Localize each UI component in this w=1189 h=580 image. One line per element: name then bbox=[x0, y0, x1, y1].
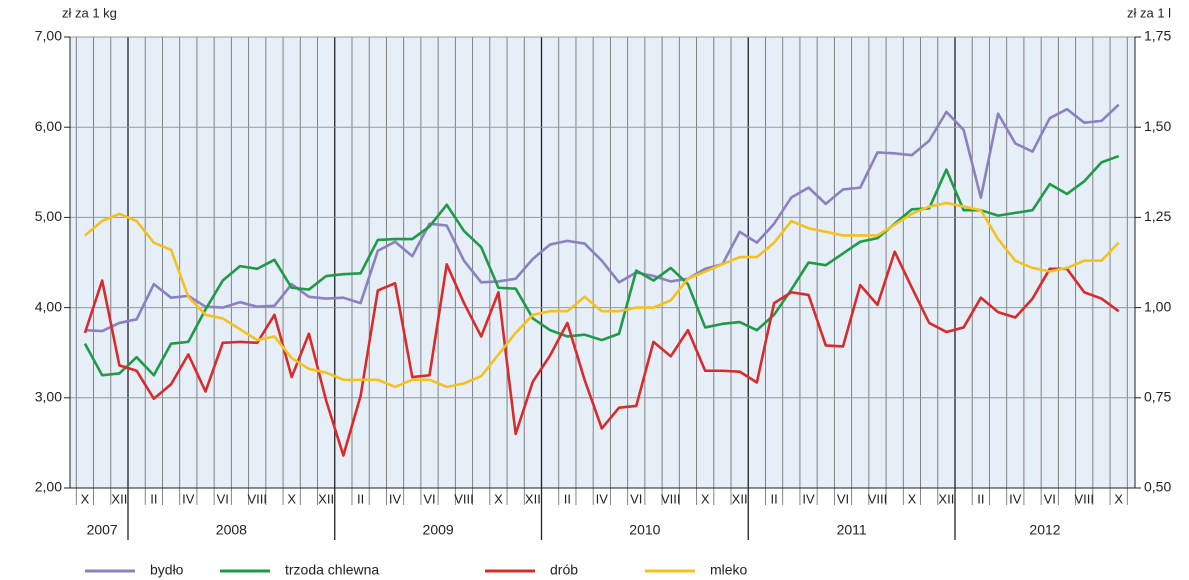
y2-axis-label: zł za 1 l bbox=[1127, 5, 1171, 20]
y2-tick-label: 1,00 bbox=[1144, 298, 1171, 314]
x-tick-label: II bbox=[357, 491, 364, 506]
legend-label: trzoda chlewna bbox=[285, 562, 379, 578]
x-tick-label: X bbox=[494, 491, 503, 506]
x-tick-label: XII bbox=[525, 491, 541, 506]
y-tick-label: 3,00 bbox=[35, 389, 62, 405]
x-tick-label: IV bbox=[389, 491, 402, 506]
series-line bbox=[83, 154, 1120, 377]
year-label: 2012 bbox=[1029, 522, 1060, 538]
x-tick-label: X bbox=[287, 491, 296, 506]
x-tick-label: VIII bbox=[661, 491, 681, 506]
x-tick-label: XII bbox=[732, 491, 748, 506]
legend-label: mleko bbox=[710, 562, 748, 578]
x-tick-label: II bbox=[150, 491, 157, 506]
x-tick-label: II bbox=[564, 491, 571, 506]
x-tick-label: X bbox=[908, 491, 917, 506]
year-label: 2011 bbox=[837, 522, 867, 538]
year-label: 2008 bbox=[216, 522, 247, 538]
x-tick-label: VI bbox=[217, 491, 229, 506]
x-tick-label: IV bbox=[182, 491, 195, 506]
x-tick-label: VI bbox=[837, 491, 849, 506]
x-tick-label: IV bbox=[802, 491, 815, 506]
year-label: 2009 bbox=[423, 522, 454, 538]
x-tick-label: XII bbox=[318, 491, 334, 506]
x-tick-label: II bbox=[977, 491, 984, 506]
x-tick-label: VIII bbox=[247, 491, 267, 506]
year-label: 2010 bbox=[629, 522, 660, 538]
legend-label: drób bbox=[550, 562, 578, 578]
x-tick-label: VIII bbox=[454, 491, 474, 506]
x-tick-label: II bbox=[770, 491, 777, 506]
y2-tick-label: 1,75 bbox=[1144, 28, 1171, 44]
lines bbox=[83, 103, 1120, 457]
x-tick-label: IV bbox=[1009, 491, 1022, 506]
y-tick-label: 7,00 bbox=[35, 28, 62, 44]
series-line bbox=[84, 201, 1120, 389]
x-tick-label: XII bbox=[938, 491, 954, 506]
series-line bbox=[83, 250, 1120, 457]
x-tick-label: X bbox=[701, 491, 710, 506]
x-tick-label: XII bbox=[111, 491, 127, 506]
y-tick-label: 5,00 bbox=[35, 208, 62, 224]
x-tick-label: VIII bbox=[868, 491, 888, 506]
y2-tick-label: 1,25 bbox=[1144, 208, 1171, 224]
x-tick-label: X bbox=[81, 491, 90, 506]
y2-tick-label: 1,50 bbox=[1144, 118, 1171, 134]
y-tick-label: 4,00 bbox=[35, 298, 62, 314]
x-tick-label: VI bbox=[1044, 491, 1056, 506]
legend-label: bydło bbox=[150, 562, 184, 578]
y-tick-label: 2,00 bbox=[35, 479, 62, 495]
y-axis-label: zł za 1 kg bbox=[62, 5, 117, 20]
x-tick-label: VI bbox=[630, 491, 642, 506]
x-tick-label: X bbox=[1114, 491, 1123, 506]
series-line bbox=[84, 103, 1120, 333]
x-tick-label: VI bbox=[423, 491, 435, 506]
x-tick-label: IV bbox=[596, 491, 609, 506]
x-tick-label: VIII bbox=[1074, 491, 1094, 506]
y-tick-label: 6,00 bbox=[35, 118, 62, 134]
y2-tick-label: 0,75 bbox=[1144, 389, 1171, 405]
y2-tick-label: 0,50 bbox=[1144, 479, 1171, 495]
year-label: 2007 bbox=[87, 522, 118, 538]
